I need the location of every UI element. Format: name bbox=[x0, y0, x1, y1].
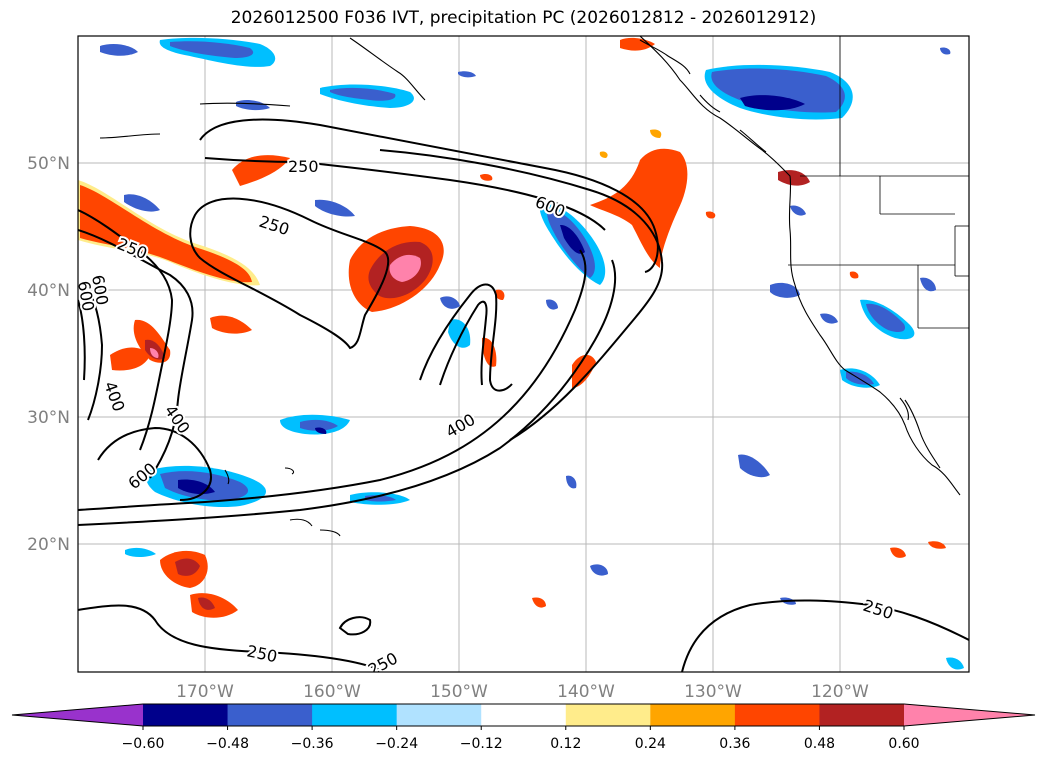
contour-label: 600 bbox=[74, 279, 98, 312]
colorbar-tick-label: 0.60 bbox=[888, 736, 919, 752]
lat-label: 40°N bbox=[27, 281, 70, 301]
colorbar-tick-label: −0.60 bbox=[122, 736, 165, 752]
colorbar-swatch bbox=[650, 704, 736, 726]
colorbar-swatch bbox=[565, 704, 651, 726]
lat-label: 50°N bbox=[27, 154, 70, 174]
precip-positive-anomalies bbox=[78, 37, 946, 618]
colorbar-tick-label: −0.24 bbox=[375, 736, 418, 752]
map-panel bbox=[78, 36, 969, 672]
colorbar-swatch bbox=[227, 704, 313, 726]
lon-label: 130°W bbox=[684, 682, 742, 702]
lat-label: 30°N bbox=[27, 408, 70, 428]
contour-label: 250 bbox=[288, 157, 319, 176]
colorbar-swatch bbox=[396, 704, 482, 726]
longitude-labels: 170°W 160°W 150°W 140°W 130°W 120°W bbox=[176, 682, 869, 702]
colorbar-swatch bbox=[819, 704, 905, 726]
lon-label: 150°W bbox=[430, 682, 488, 702]
colorbar-tick-label: 0.48 bbox=[804, 736, 835, 752]
figure-title: 2026012500 F036 IVT, precipitation PC (2… bbox=[230, 8, 817, 28]
colorbar-extend-min bbox=[12, 704, 143, 726]
colorbar-swatch bbox=[312, 704, 398, 726]
colorbar-tick-label: 0.12 bbox=[550, 736, 581, 752]
lon-label: 160°W bbox=[303, 682, 361, 702]
map-frame bbox=[77, 35, 970, 673]
latitude-labels: 50°N 40°N 30°N 20°N bbox=[27, 154, 70, 555]
ivt-contours bbox=[78, 118, 969, 672]
political-borders bbox=[788, 36, 969, 329]
colorbar-tick-label: −0.12 bbox=[460, 736, 503, 752]
colorbar-swatch bbox=[143, 704, 229, 726]
coastlines bbox=[99, 36, 961, 537]
colorbar: −0.60 −0.48 −0.36 −0.24 −0.12 0.12 0.24 0.36 0.4… bbox=[11, 703, 1036, 752]
lat-label: 20°N bbox=[27, 535, 70, 555]
colorbar-tick-label: −0.48 bbox=[206, 736, 249, 752]
colorbar-tick-label: −0.36 bbox=[291, 736, 334, 752]
colorbar-tick-label: 0.24 bbox=[635, 736, 666, 752]
lon-label: 170°W bbox=[176, 682, 234, 702]
precip-negative-anomalies bbox=[100, 37, 964, 670]
lon-label: 140°W bbox=[557, 682, 615, 702]
colorbar-extend-max bbox=[904, 704, 1035, 726]
lon-label: 120°W bbox=[811, 682, 869, 702]
colorbar-swatch bbox=[734, 704, 820, 726]
colorbar-tick-label: 0.36 bbox=[719, 736, 750, 752]
colorbar-swatch bbox=[481, 704, 567, 726]
